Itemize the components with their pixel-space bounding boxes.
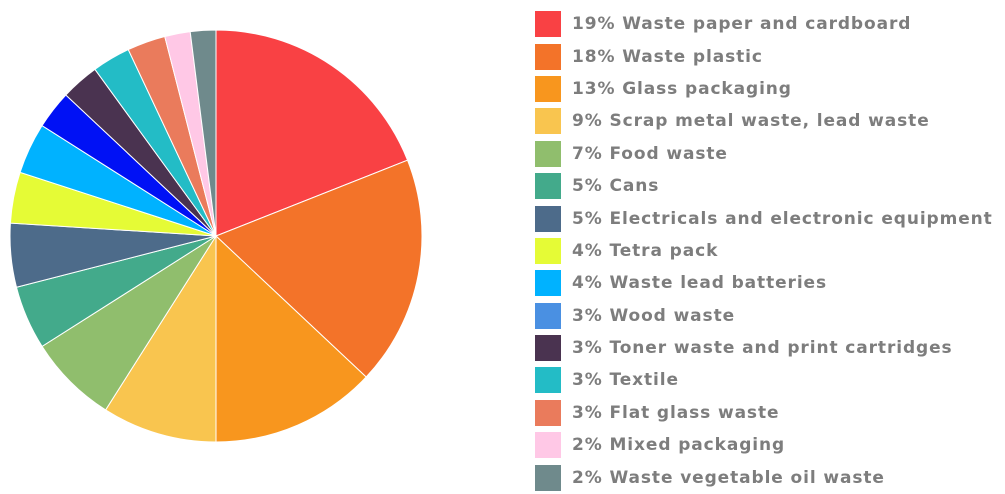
legend-label: 3% Toner waste and print cartridges <box>572 338 953 359</box>
pie-slice-2 <box>215 159 423 378</box>
legend-label: 7% Food waste <box>572 143 728 164</box>
legend-swatch <box>535 464 561 491</box>
pie-slice-1 <box>215 29 409 237</box>
legend-label: 2% Waste vegetable oil waste <box>572 467 885 488</box>
legend-swatch <box>535 205 561 232</box>
legend-item: 2% Mixed packaging <box>535 429 1005 461</box>
legend-item: 19% Waste paper and cardboard <box>535 8 1005 40</box>
legend-item: 2% Waste vegetable oil waste <box>535 461 1005 493</box>
legend-item: 4% Tetra pack <box>535 235 1005 267</box>
legend-swatch <box>535 173 561 200</box>
legend-label: 18% Waste plastic <box>572 46 763 67</box>
legend-swatch <box>535 237 561 264</box>
legend-item: 3% Toner waste and print cartridges <box>535 332 1005 364</box>
legend-item: 7% Food waste <box>535 138 1005 170</box>
legend-label: 5% Electricals and electronic equipment <box>572 208 993 229</box>
legend-label: 5% Cans <box>572 176 660 197</box>
legend-swatch <box>535 11 561 38</box>
legend-label: 3% Wood waste <box>572 305 736 326</box>
legend-label: 2% Mixed packaging <box>572 435 786 456</box>
legend-swatch <box>535 302 561 329</box>
legend-item: 9% Scrap metal waste, lead waste <box>535 105 1005 137</box>
legend-swatch <box>535 399 561 426</box>
legend-item: 13% Glass packaging <box>535 73 1005 105</box>
legend-item: 3% Flat glass waste <box>535 397 1005 429</box>
legend-label: 3% Flat glass waste <box>572 402 780 423</box>
legend-swatch <box>535 43 561 70</box>
legend-label: 3% Textile <box>572 370 679 391</box>
legend-item: 5% Cans <box>535 170 1005 202</box>
legend-item: 4% Waste lead batteries <box>535 267 1005 299</box>
pie-chart <box>9 29 423 443</box>
legend-swatch <box>535 75 561 102</box>
legend-swatch <box>535 108 561 135</box>
legend-item: 3% Wood waste <box>535 300 1005 332</box>
pie-slice-15 <box>189 29 217 237</box>
legend-label: 13% Glass packaging <box>572 78 792 99</box>
legend-swatch <box>535 140 561 167</box>
legend-label: 19% Waste paper and cardboard <box>572 14 912 35</box>
legend-label: 4% Tetra pack <box>572 240 719 261</box>
pie-slice-3 <box>215 234 367 443</box>
legend-swatch <box>535 270 561 297</box>
legend-item: 18% Waste plastic <box>535 40 1005 72</box>
legend-item: 3% Textile <box>535 364 1005 396</box>
legend-item: 5% Electricals and electronic equipment <box>535 202 1005 234</box>
legend-label: 4% Waste lead batteries <box>572 273 827 294</box>
legend-swatch <box>535 335 561 362</box>
chart-legend: 19% Waste paper and cardboard 18% Waste p… <box>535 8 1005 494</box>
legend-swatch <box>535 367 561 394</box>
legend-swatch <box>535 432 561 459</box>
legend-label: 9% Scrap metal waste, lead waste <box>572 111 930 132</box>
pie-slice-4 <box>104 234 217 443</box>
